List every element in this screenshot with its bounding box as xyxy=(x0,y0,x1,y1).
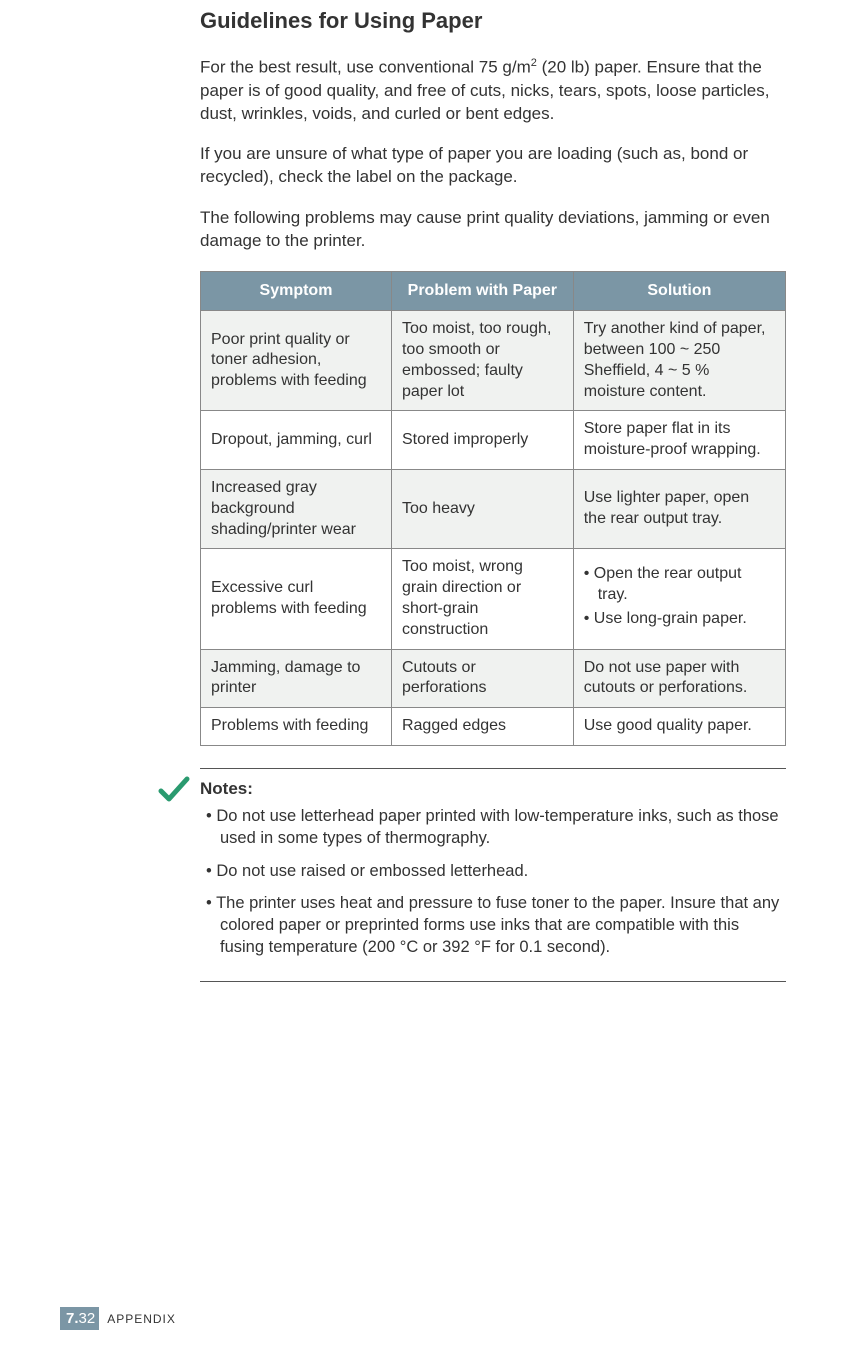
cell-problem: Too moist, too rough, too smooth or embo… xyxy=(391,311,573,411)
intro-paragraph-1: For the best result, use conventional 75… xyxy=(200,56,786,125)
table-row: Jamming, damage to printerCutouts or per… xyxy=(201,649,786,708)
solution-bullet: Use long-grain paper. xyxy=(584,609,775,630)
page-heading: Guidelines for Using Paper xyxy=(200,8,786,34)
table-header-row: Symptom Problem with Paper Solution xyxy=(201,272,786,311)
footer-section-label: APPENDIX xyxy=(107,1312,176,1326)
col-solution: Solution xyxy=(573,272,785,311)
solution-bullet: Open the rear output tray. xyxy=(584,564,775,606)
page-number: 32 xyxy=(79,1310,96,1327)
table-row: Problems with feedingRagged edgesUse goo… xyxy=(201,708,786,746)
cell-solution: Do not use paper with cutouts or perfora… xyxy=(573,649,785,708)
col-problem: Problem with Paper xyxy=(391,272,573,311)
table-row: Excessive curl problems with feedingToo … xyxy=(201,549,786,649)
intro-paragraph-3: The following problems may cause print q… xyxy=(200,207,786,253)
notes-title: Notes: xyxy=(200,779,786,799)
cell-solution: Store paper flat in its moisture-proof w… xyxy=(573,411,785,470)
notes-list: Do not use letterhead paper printed with… xyxy=(200,805,786,959)
cell-symptom: Dropout, jamming, curl xyxy=(201,411,392,470)
table-row: Poor print quality or toner adhesion, pr… xyxy=(201,311,786,411)
page-footer: 7.32 APPENDIX xyxy=(60,1307,176,1330)
notes-item: The printer uses heat and pressure to fu… xyxy=(200,892,786,959)
chapter-number: 7. xyxy=(66,1310,79,1327)
notes-item: Do not use raised or embossed letterhead… xyxy=(200,860,786,882)
cell-solution: Use good quality paper. xyxy=(573,708,785,746)
table-row: Dropout, jamming, curlStored improperlyS… xyxy=(201,411,786,470)
cell-problem: Stored improperly xyxy=(391,411,573,470)
col-symptom: Symptom xyxy=(201,272,392,311)
cell-symptom: Jamming, damage to printer xyxy=(201,649,392,708)
cell-symptom: Excessive curl problems with feeding xyxy=(201,549,392,649)
cell-solution: Use lighter paper, open the rear output … xyxy=(573,470,785,549)
checkmark-icon xyxy=(158,775,190,810)
cell-symptom: Increased gray background shading/printe… xyxy=(201,470,392,549)
para1-pre: For the best result, use conventional 75… xyxy=(200,58,531,77)
cell-problem: Cutouts or perforations xyxy=(391,649,573,708)
intro-paragraph-2: If you are unsure of what type of paper … xyxy=(200,143,786,189)
page-number-badge: 7.32 xyxy=(60,1307,99,1330)
notes-item: Do not use letterhead paper printed with… xyxy=(200,805,786,850)
notes-block: Notes: Do not use letterhead paper print… xyxy=(200,768,786,982)
cell-symptom: Problems with feeding xyxy=(201,708,392,746)
cell-problem: Ragged edges xyxy=(391,708,573,746)
cell-problem: Too heavy xyxy=(391,470,573,549)
table-row: Increased gray background shading/printe… xyxy=(201,470,786,549)
cell-problem: Too moist, wrong grain direction or shor… xyxy=(391,549,573,649)
cell-symptom: Poor print quality or toner adhesion, pr… xyxy=(201,311,392,411)
cell-solution: Open the rear output tray. Use long-grain… xyxy=(573,549,785,649)
cell-solution: Try another kind of paper, between 100 ~… xyxy=(573,311,785,411)
paper-problems-table: Symptom Problem with Paper Solution Poor… xyxy=(200,271,786,746)
